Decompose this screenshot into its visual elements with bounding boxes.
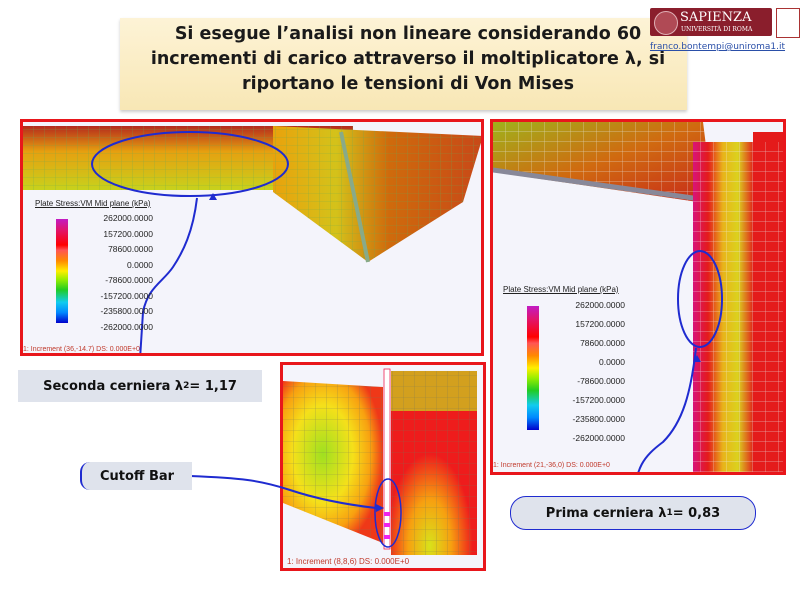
increment-status: 1: Increment (8,8,6) DS: 0.000E+0	[285, 557, 412, 567]
legend-values: 262000.0000 157200.0000 78600.0000 0.0000 -7…	[100, 213, 153, 332]
fem-model-bottom	[283, 368, 477, 555]
title-box	[120, 18, 687, 110]
legend-title: Plate Stress:VM Mid plane (kPa)	[503, 285, 619, 294]
increment-status: 1: Increment (36,-14.7) DS: 0.000E+0	[23, 346, 140, 353]
annotation-arrow	[637, 347, 697, 472]
fb-logo	[776, 8, 800, 38]
panel-second-hinge: Plate Stress:VM Mid plane (kPa) 262000.0…	[20, 119, 484, 356]
sapienza-logo: SAPIENZA UNIVERSITÀ DI ROMA	[650, 8, 772, 36]
color-scale-bar	[527, 306, 539, 430]
fem-model-left	[23, 126, 481, 353]
fem-model-right	[493, 122, 783, 472]
legend-left: Plate Stress:VM Mid plane (kPa) 262000.0…	[35, 199, 153, 332]
panel-cutoff-bar: 1: Increment (8,8,6) DS: 0.000E+0	[280, 362, 486, 571]
slide-title: Si esegue l’analisi non lineare consider…	[150, 24, 666, 94]
logo-sub: UNIVERSITÀ DI ROMA	[681, 26, 753, 33]
logo-text: SAPIENZA	[680, 10, 752, 25]
seal-icon	[654, 11, 678, 35]
legend-title: Plate Stress:VM Mid plane (kPa)	[35, 199, 151, 208]
email-link[interactable]: franco.bontempi@uniroma1.it	[650, 42, 786, 52]
callout-cutoff-bar: Cutoff Bar	[80, 462, 192, 490]
legend-right: Plate Stress:VM Mid plane (kPa) 262000.0…	[503, 285, 625, 443]
increment-status: 1: Increment (21,-36,0) DS: 0.000E+0	[493, 462, 610, 469]
panel-first-hinge: Plate Stress:VM Mid plane (kPa) 262000.0…	[490, 119, 786, 475]
color-scale-bar	[56, 219, 68, 323]
annotation-arrow	[139, 197, 198, 353]
legend-values: 262000.0000 157200.0000 78600.0000 0.0000 -7…	[572, 300, 625, 443]
